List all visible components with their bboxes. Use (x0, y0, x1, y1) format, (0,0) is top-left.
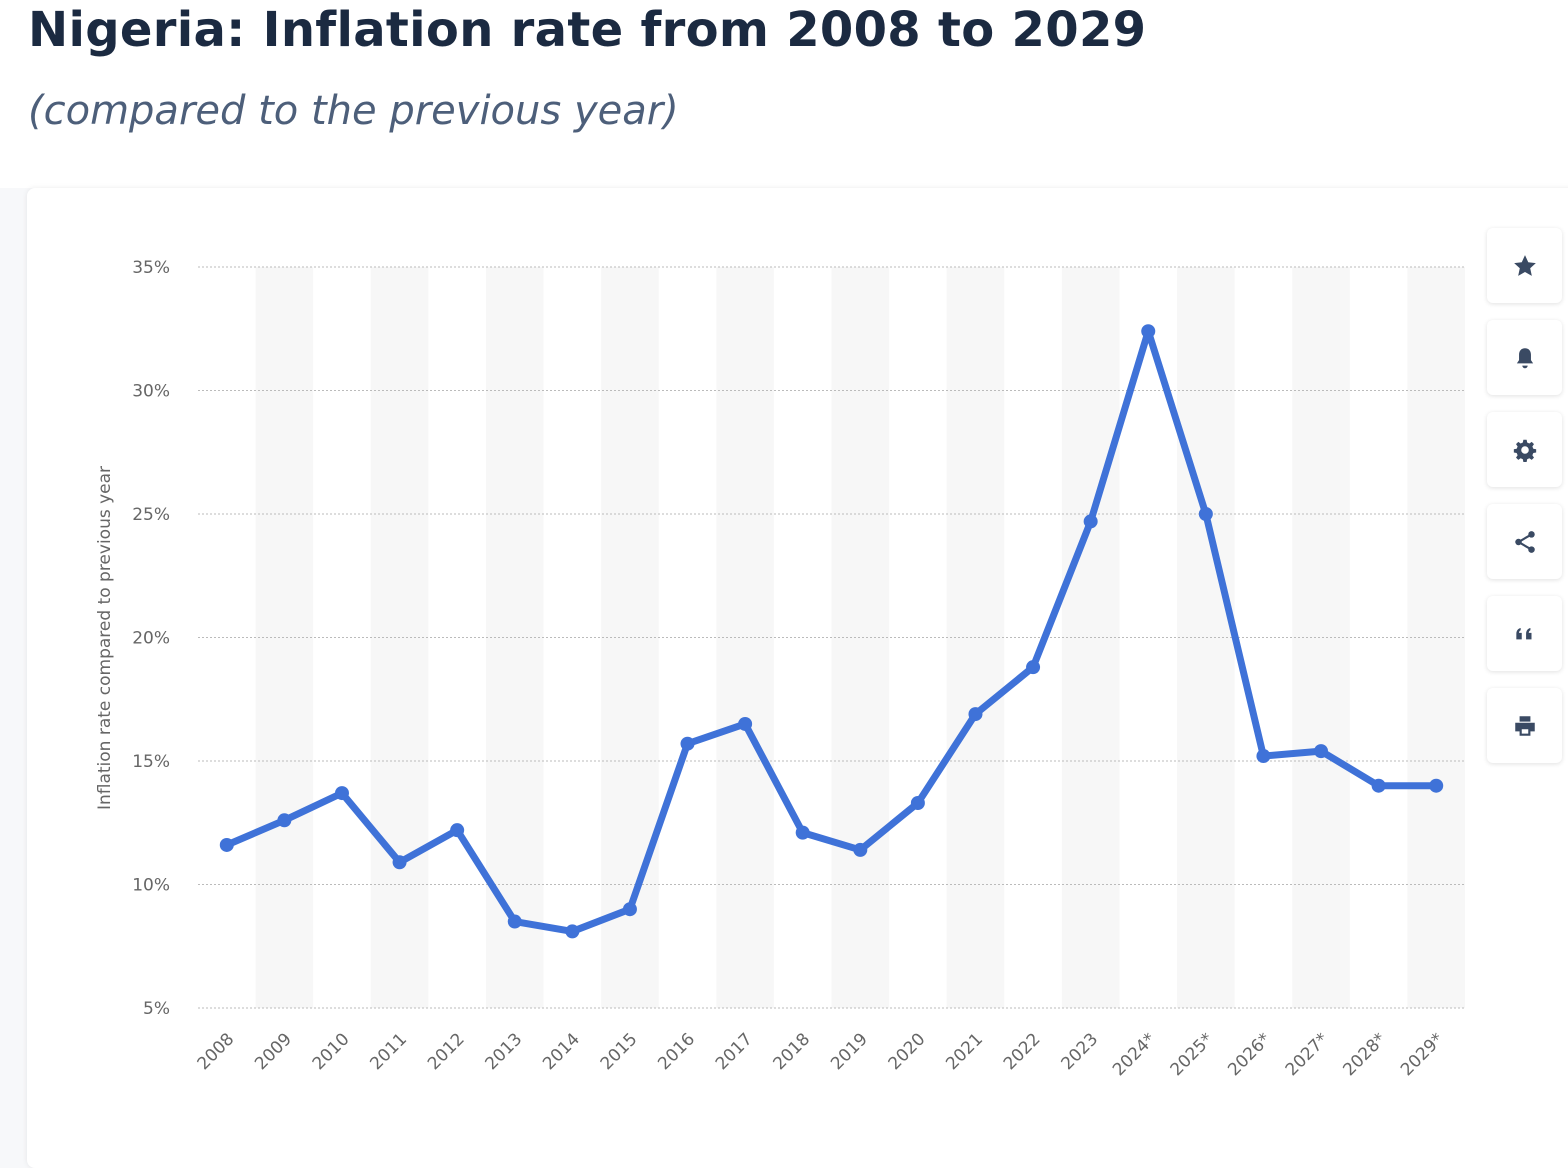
chart-toolbar (1487, 228, 1562, 780)
share-button[interactable] (1487, 504, 1562, 579)
column-band (1177, 267, 1235, 1008)
bell-icon (1516, 347, 1533, 368)
favorite-button[interactable] (1487, 228, 1562, 303)
data-point[interactable] (622, 902, 637, 917)
data-point[interactable] (1371, 778, 1386, 793)
data-point[interactable] (450, 823, 465, 838)
gear-icon (1513, 439, 1536, 462)
x-tick-label: 2014 (539, 1029, 584, 1074)
page-title: Nigeria: Inflation rate from 2008 to 202… (28, 2, 1147, 58)
x-tick-label: 2023 (1057, 1029, 1102, 1074)
x-tick-label: 2025* (1167, 1029, 1218, 1080)
share-icon (1514, 530, 1535, 553)
y-tick-label: 10% (132, 876, 170, 896)
x-tick-label: 2009 (251, 1029, 296, 1074)
series-line (225, 327, 1437, 935)
x-tick-label: 2016 (654, 1029, 699, 1074)
cite-button[interactable] (1487, 596, 1562, 671)
x-tick-label: 2015 (597, 1029, 642, 1074)
data-point[interactable] (334, 786, 349, 801)
y-tick-label: 5% (143, 999, 170, 1019)
data-point[interactable] (1198, 507, 1213, 521)
settings-button[interactable] (1487, 412, 1562, 487)
y-tick-label: 25% (132, 505, 170, 525)
x-tick-label: 2011 (366, 1029, 411, 1074)
data-point[interactable] (507, 914, 522, 929)
data-point[interactable] (680, 736, 695, 751)
data-point[interactable] (219, 837, 234, 852)
x-tick-label: 2017 (712, 1029, 757, 1074)
y-tick-label: 20% (132, 629, 170, 649)
star-icon (1513, 254, 1536, 276)
page-subtitle: (compared to the previous year) (28, 88, 679, 134)
y-tick-label: 30% (132, 382, 170, 402)
x-tick-label: 2024* (1109, 1029, 1160, 1080)
data-point[interactable] (277, 813, 292, 828)
column-band (1292, 267, 1350, 1008)
data-point[interactable] (565, 924, 580, 939)
data-point[interactable] (1314, 744, 1329, 759)
data-point[interactable] (392, 855, 407, 870)
x-tick-label: 2022 (1000, 1029, 1045, 1074)
x-tick-label: 2021 (942, 1029, 987, 1074)
data-point[interactable] (738, 716, 753, 731)
data-point[interactable] (1026, 660, 1041, 675)
print-button[interactable] (1487, 688, 1562, 763)
data-point[interactable] (1429, 778, 1444, 793)
quote-icon (1515, 627, 1531, 639)
data-point[interactable] (795, 825, 810, 840)
y-tick-label: 15% (132, 752, 170, 772)
data-point[interactable] (968, 707, 983, 722)
x-tick-label: 2018 (770, 1029, 815, 1074)
x-tick-label: 2008 (194, 1029, 239, 1074)
y-tick-label: 35% (132, 258, 170, 278)
x-tick-label: 2027* (1282, 1029, 1333, 1080)
column-band (255, 267, 314, 1008)
x-tick-label: 2010 (309, 1029, 354, 1074)
header: Nigeria: Inflation rate from 2008 to 202… (0, 0, 1568, 188)
data-point[interactable] (910, 795, 925, 810)
x-tick-label: 2020 (885, 1029, 930, 1074)
column-band (1407, 267, 1465, 1008)
data-point[interactable] (1083, 514, 1098, 529)
x-tick-label: 2028* (1339, 1029, 1390, 1080)
notification-button[interactable] (1487, 320, 1562, 395)
x-tick-label: 2029* (1397, 1029, 1448, 1080)
x-tick-label: 2013 (482, 1029, 527, 1074)
x-tick-label: 2012 (424, 1029, 469, 1074)
data-point[interactable] (1141, 324, 1156, 339)
y-axis-label: Inflation rate compared to previous year (95, 466, 115, 810)
data-point[interactable] (853, 842, 868, 857)
x-tick-label: 2026* (1224, 1029, 1275, 1080)
column-band (716, 267, 774, 1008)
print-icon (1514, 715, 1535, 736)
x-tick-label: 2019 (827, 1029, 872, 1074)
column-band (831, 267, 890, 1008)
data-point[interactable] (1256, 749, 1271, 764)
